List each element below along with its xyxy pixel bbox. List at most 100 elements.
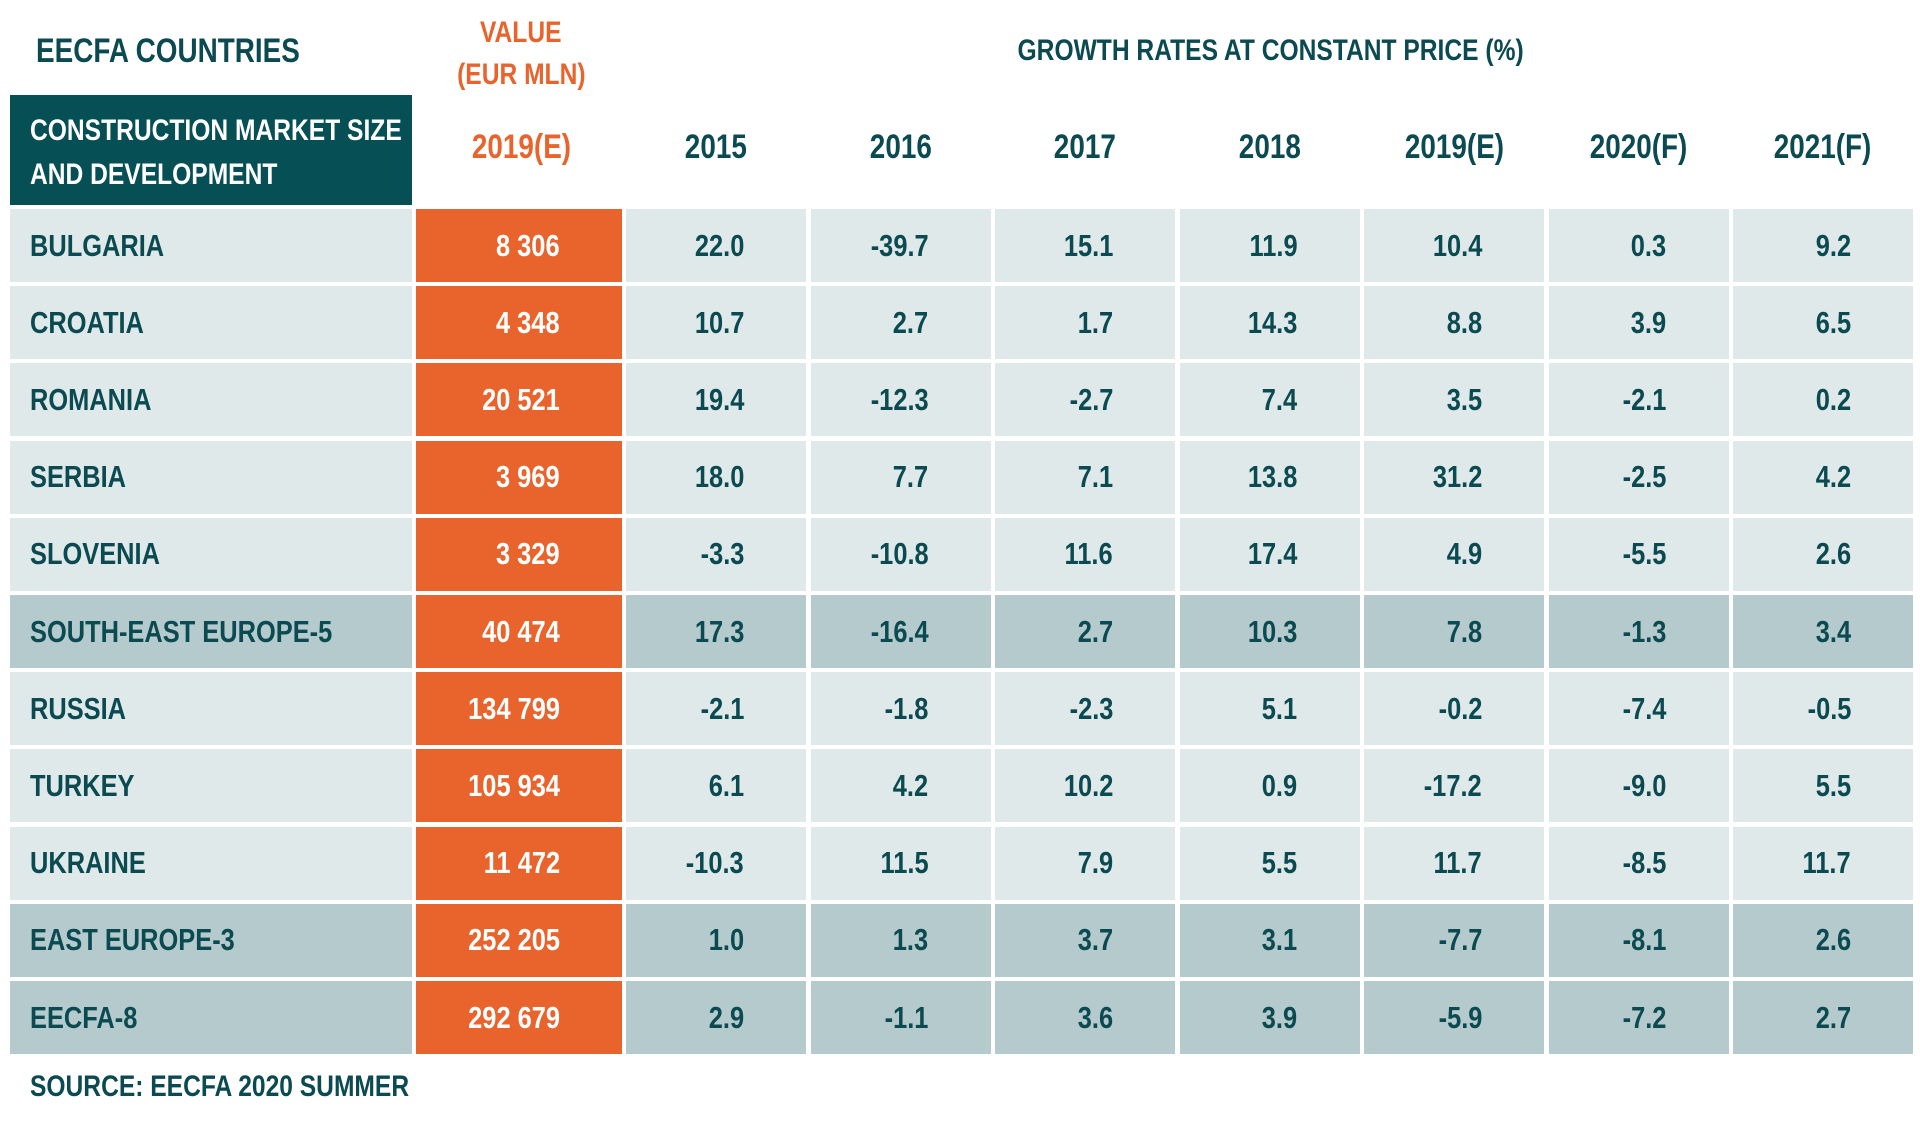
growth-cell: 2.7 [995,595,1175,668]
growth-cell: -2.1 [626,672,806,746]
growth-cell: 13.8 [1179,440,1360,514]
growth-value: 3.1 [1262,922,1298,958]
growth-value: 1.7 [1077,304,1113,340]
growth-cell: -0.2 [1364,672,1544,746]
growth-cell: 7.8 [1364,595,1544,668]
growth-cell: 0.9 [1179,749,1360,823]
value-column-header: VALUE (EUR MLN) [416,12,626,96]
growth-value: -39.7 [870,227,929,263]
value-cell: 252 205 [416,903,622,977]
growth-cell: -3.3 [626,517,806,591]
row-name: EECFA-8 [30,999,138,1035]
row-name-cell: TURKEY [10,749,412,823]
growth-cell: 10.2 [995,749,1175,823]
growth-value: 14.3 [1248,304,1298,340]
growth-value: -7.2 [1622,999,1667,1035]
growth-value: 3.5 [1446,381,1482,417]
row-name: SERBIA [30,459,127,495]
growth-value: -3.3 [700,536,744,572]
growth-value: 11.5 [880,845,929,881]
row-name-cell: EECFA-8 [10,981,412,1054]
growth-value: 17.3 [694,613,744,649]
growth-value: 19.4 [694,381,744,417]
row-name: BULGARIA [30,227,165,263]
value-cell: 105 934 [416,749,622,823]
year-header: 2015 [684,128,748,166]
growth-value: 5.5 [1262,845,1298,881]
growth-cell: 4.2 [1733,440,1913,514]
row-name-cell: EAST EUROPE-3 [10,903,412,977]
growth-cell: 7.1 [995,440,1175,514]
growth-value: 9.2 [1815,227,1851,263]
growth-value: 6.5 [1815,304,1851,340]
growth-cell: 5.1 [1179,672,1360,746]
growth-cell: -2.5 [1548,440,1729,514]
growth-cell: 9.2 [1733,209,1913,282]
growth-value: 11.6 [1064,536,1113,572]
growth-value: 10.7 [694,304,744,340]
growth-value: 15.1 [1063,227,1113,263]
growth-cell: -9.0 [1548,749,1729,823]
growth-value: -8.5 [1622,845,1667,881]
growth-value: 7.8 [1446,613,1482,649]
growth-cell: 8.8 [1364,286,1544,360]
value-cell: 8 306 [416,209,622,282]
growth-cell: 3.4 [1733,595,1913,668]
growth-value: -5.5 [1622,536,1667,572]
growth-value: 31.2 [1432,459,1482,495]
growth-value: -2.1 [1622,381,1667,417]
growth-value: -0.5 [1807,690,1851,726]
growth-cell: 2.6 [1733,517,1913,591]
growth-cell: 3.5 [1364,363,1544,437]
growth-cell: -7.7 [1364,903,1544,977]
growth-cell: 3.1 [1179,903,1360,977]
value-text: 11 472 [483,845,560,881]
growth-cell: 11.7 [1364,826,1544,900]
source-note: SOURCE: EECFA 2020 SUMMER [30,1070,410,1103]
growth-value: -8.1 [1622,922,1667,958]
growth-value: -17.2 [1424,767,1482,803]
growth-value: 2.6 [1815,536,1851,572]
growth-value: 7.1 [1077,459,1113,495]
year-header: 2016 [869,128,932,166]
growth-cell: -5.5 [1548,517,1729,591]
value-text: 3 969 [496,459,560,495]
row-name-cell: SOUTH-EAST EUROPE-5 [10,595,412,668]
growth-cell: 4.2 [810,749,991,823]
row-name-cell: UKRAINE [10,826,412,900]
value-header-line-2: (EUR MLN) [456,58,586,91]
corner-header-line-1: CONSTRUCTION MARKET SIZE [30,114,402,147]
row-name-cell: CROATIA [10,286,412,360]
growth-value: 6.1 [708,767,744,803]
growth-cell: -2.7 [995,363,1175,437]
growth-cell: 15.1 [995,209,1175,282]
growth-value: -1.8 [884,690,929,726]
growth-cell: 4.9 [1364,517,1544,591]
growth-cell: 1.3 [810,903,991,977]
growth-cell: -1.1 [810,981,991,1054]
growth-value: 8.8 [1446,304,1482,340]
growth-cell: -8.1 [1548,903,1729,977]
growth-value: 3.6 [1077,999,1113,1035]
growth-cell: 7.4 [1179,363,1360,437]
growth-value: 18.0 [694,459,744,495]
row-name-cell: RUSSIA [10,672,412,746]
row-name: UKRAINE [30,845,146,881]
value-cell: 3 969 [416,440,622,514]
growth-value: -1.1 [884,999,929,1035]
value-text: 105 934 [468,767,560,803]
growth-cell: 1.0 [626,903,806,977]
growth-cell: 1.7 [995,286,1175,360]
growth-cell: 0.3 [1548,209,1729,282]
growth-cell: 6.5 [1733,286,1913,360]
growth-value: -5.9 [1438,999,1482,1035]
row-name-cell: ROMANIA [10,363,412,437]
growth-cell: -8.5 [1548,826,1729,900]
row-name: EAST EUROPE-3 [30,922,235,958]
growth-cell: -2.3 [995,672,1175,746]
value-cell: 11 472 [416,826,622,900]
growth-cell: -39.7 [810,209,991,282]
growth-cell: 7.9 [995,826,1175,900]
value-text: 40 474 [482,613,560,649]
growth-cell: 6.1 [626,749,806,823]
